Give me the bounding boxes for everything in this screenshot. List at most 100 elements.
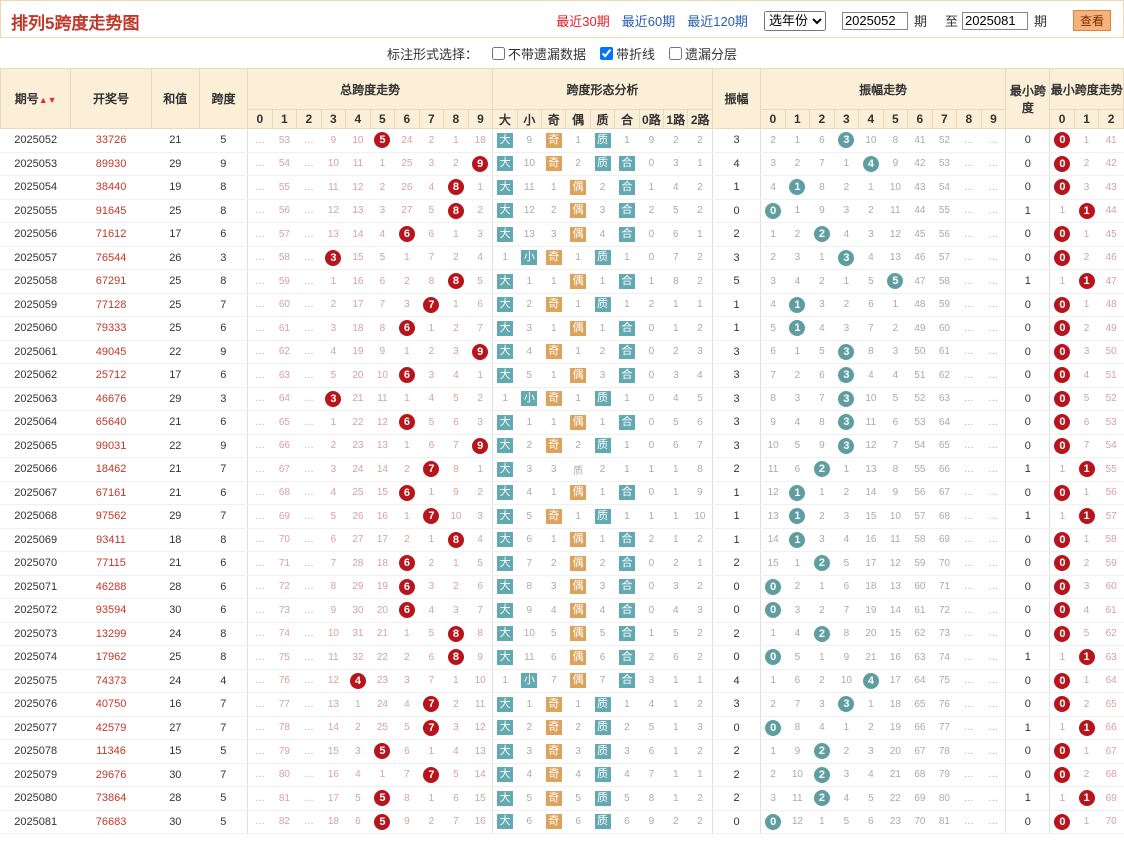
amp-hit-cell: 0	[760, 598, 786, 623]
span-miss-cell: …	[247, 269, 273, 294]
amp-miss-cell: 1	[760, 739, 786, 764]
span-miss-cell: 6	[419, 434, 444, 458]
amp-miss-cell: 60	[907, 575, 933, 599]
year-select[interactable]: 选年份	[763, 10, 826, 31]
recent-60-link[interactable]: 最近60期	[621, 14, 676, 29]
amp-miss-cell: 10	[760, 434, 786, 458]
span-miss-cell: 5	[419, 622, 444, 646]
option-no-missing[interactable]: 不带遗漏数据	[491, 44, 586, 63]
span-col-3: 3	[320, 109, 347, 129]
shape-miss-cell: 2	[663, 810, 688, 834]
table-row: 2025063 46676 29 3… 64… 3 21 11 1 4 5 2 1 小奇 1 质 1 0 4 5 3 8 3…	[0, 387, 1124, 411]
amp-miss-cell: …	[981, 786, 1006, 811]
shape-box: 大	[497, 320, 514, 336]
shape-box: 奇	[545, 250, 562, 266]
span-miss-cell: 6	[370, 269, 395, 294]
query-button[interactable]: 查看	[1072, 10, 1111, 31]
span-miss-cell: 3	[321, 316, 346, 341]
table-row: 2025071 46288 28 6… 72… 8 29 19 6 3 2 6 大 8 3 偶 3 合 0 3 2 0 0 2…	[0, 575, 1124, 599]
min-ball: 0	[1054, 437, 1071, 454]
span-miss-cell: …	[296, 575, 322, 599]
amp-hit-cell: 2	[809, 457, 835, 482]
shape-miss-cell: 5	[614, 786, 640, 811]
option-layered[interactable]: 遗漏分层	[669, 44, 737, 63]
shape-miss-cell: 1	[639, 269, 664, 294]
amp-miss-cell: …	[956, 434, 982, 458]
shape-hit-cell: 质	[590, 152, 615, 176]
amp-miss-cell: 6	[809, 128, 835, 153]
min-miss-cell: 52	[1098, 387, 1124, 411]
span-miss-cell: 26	[345, 504, 371, 529]
span-miss-cell: 32	[345, 645, 371, 670]
amp-miss-cell: 7	[883, 434, 908, 458]
shape-miss-cell: 8	[687, 457, 713, 482]
amp-ball: 0	[765, 719, 782, 736]
shape-hit-cell: 大	[492, 622, 518, 646]
shape-miss-cell: 1	[614, 387, 640, 411]
amp-hit-cell: 3	[834, 363, 859, 388]
span-miss-cell: 5	[443, 763, 469, 787]
span-miss-cell: …	[296, 622, 322, 646]
shape-miss-cell: 10	[687, 504, 713, 529]
option-polyline-checkbox[interactable]	[600, 46, 613, 60]
min-ball: 0	[1054, 672, 1071, 689]
option-polyline[interactable]: 带折线	[600, 44, 655, 63]
span-miss-cell: 6	[443, 786, 469, 811]
amp-hit-cell: 2	[809, 622, 835, 646]
min-miss-cell: 56	[1098, 480, 1124, 505]
shape-box: 大	[497, 461, 514, 477]
table-row: 2025052 33726 21 5… 53… 9 10 5 24 2 1 18 大 9 奇 1 质 1 9 2 2 3 2…	[0, 128, 1124, 153]
top-bar: 排列5跨度走势图 最近30期 最近60期 最近120期 选年份 期 至 期 查看	[0, 0, 1124, 38]
amp-miss-cell: …	[981, 175, 1006, 200]
amp-miss-cell: 42	[907, 152, 933, 176]
shape-miss-cell: 1	[541, 528, 566, 552]
sort-icon[interactable]: ▲▼	[38, 95, 57, 105]
amp-miss-cell: 4	[760, 175, 786, 200]
shape-box: 奇	[545, 438, 562, 454]
shape-hit-cell: 偶	[565, 269, 591, 294]
amp-miss-cell: 1	[809, 480, 835, 505]
table-row: 2025060 79333 25 6… 61… 3 18 8 6 1 2 7 大 3 1 偶 1 合 0 1 2 1 5 1 4…	[0, 316, 1124, 341]
min-ball: 0	[1054, 296, 1071, 313]
table-row: 2025070 77115 21 6… 71… 7 28 18 6 2 1 5 大 7 2 偶 2 合 0 2 1 2 15…	[0, 551, 1124, 576]
span-miss-cell: 12	[370, 410, 395, 435]
shape-hit-cell: 小	[517, 669, 542, 693]
recent-120-link[interactable]: 最近120期	[687, 14, 748, 29]
shape-miss-cell: 0	[639, 551, 664, 576]
span-ball: 6	[398, 226, 415, 243]
amp-miss-cell: 54	[932, 175, 957, 200]
min-miss-cell: 1	[1049, 199, 1075, 223]
min-miss-cell: 43	[1098, 175, 1124, 200]
amp-miss-cell: …	[981, 692, 1006, 717]
span-miss-cell: 1	[468, 363, 493, 388]
shape-miss-cell: 3	[663, 152, 688, 176]
amp-miss-cell: 13	[883, 575, 908, 599]
option-no-missing-checkbox[interactable]	[491, 46, 505, 60]
from-issue-input[interactable]	[841, 11, 908, 30]
span-miss-cell: 9	[394, 810, 420, 834]
span-miss-cell: 31	[345, 622, 371, 646]
amp-miss-cell: 5	[858, 269, 884, 294]
min-miss-cell: 1	[1074, 293, 1099, 317]
shape-hit-cell: 质	[590, 786, 615, 811]
amp-miss-cell: 1	[785, 128, 810, 153]
option-layered-checkbox[interactable]	[669, 46, 683, 60]
shape-miss-cell: 1	[541, 363, 566, 388]
span-hit-cell: 6	[394, 575, 420, 599]
amp-miss-cell: 17	[858, 551, 884, 576]
issue-cell: 2025053	[0, 152, 71, 176]
header-issue[interactable]: 期号▲▼	[0, 68, 72, 129]
number-cell: 17962	[70, 645, 152, 670]
span-miss-cell: 1	[370, 763, 395, 787]
to-issue-input[interactable]	[961, 11, 1028, 30]
amp-cell: 4	[711, 669, 761, 693]
min-miss-cell: 2	[1074, 692, 1099, 717]
number-cell: 11346	[70, 739, 152, 764]
amp-miss-cell: 9	[760, 410, 786, 435]
shape-box: 合	[618, 579, 635, 595]
amp-miss-cell: 77	[932, 715, 957, 740]
shape-miss-cell: 1	[565, 245, 591, 270]
recent-30-link[interactable]: 最近30期	[556, 14, 610, 29]
min-ball: 0	[1054, 249, 1071, 266]
span-miss-cell: 12	[321, 199, 346, 223]
